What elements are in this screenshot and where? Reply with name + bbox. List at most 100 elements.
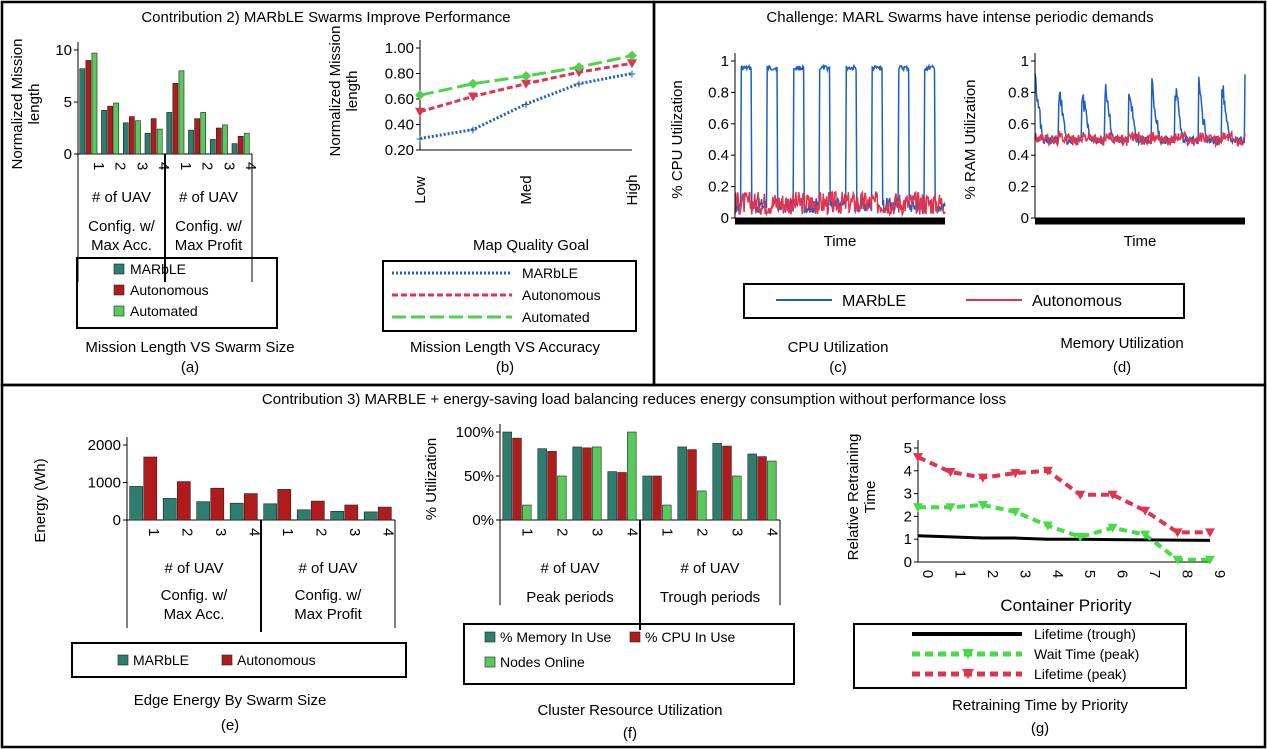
marker-lifetime-peak- bbox=[913, 453, 923, 463]
line-lifetime-peak- bbox=[917, 455, 1210, 535]
caption-a-title: Mission Length VS Swarm Size bbox=[85, 339, 294, 356]
marker-autonomous bbox=[521, 79, 531, 89]
y-axis-label: % CPU Utilization bbox=[669, 80, 686, 198]
caption-g-label: (g) bbox=[1031, 720, 1049, 737]
title-bottom: Contribution 3) MARBLE + energy-saving l… bbox=[262, 391, 1006, 408]
group-label: Peak periods bbox=[526, 589, 614, 606]
bar-nodes-online bbox=[627, 431, 637, 521]
y-tick-label: 0.8 bbox=[1008, 84, 1029, 101]
bar-nodes-online bbox=[697, 490, 707, 521]
group-sublabel: # of UAV bbox=[299, 560, 358, 577]
legend-label: Lifetime (trough) bbox=[1034, 626, 1136, 642]
bar--memory-in-use bbox=[642, 475, 652, 521]
y-tick-label: 0 bbox=[721, 210, 729, 227]
y-tick-label: 3 bbox=[904, 486, 912, 503]
x-axis-label: Time bbox=[1124, 233, 1157, 250]
bar-autonomous bbox=[216, 127, 222, 155]
y-tick-label: 2 bbox=[904, 508, 912, 525]
caption-g-title: Retraining Time by Priority bbox=[952, 697, 1128, 714]
legend-swatch bbox=[117, 654, 129, 666]
bar-marble bbox=[209, 139, 216, 155]
group-label: Config. w/ bbox=[295, 587, 363, 604]
bar-marble bbox=[330, 510, 345, 521]
marker-automated bbox=[521, 71, 531, 82]
y-axis-label: length bbox=[344, 71, 361, 112]
marker-autonomous bbox=[468, 92, 478, 102]
x-axis-label: Container Priority bbox=[1000, 596, 1132, 615]
bar-autonomous bbox=[172, 82, 179, 155]
legend-marker bbox=[962, 669, 974, 679]
legend-label: % Memory In Use bbox=[500, 629, 611, 645]
marker-lifetime-peak- bbox=[1205, 528, 1215, 538]
y-tick-label: 0.6 bbox=[708, 116, 729, 133]
chart-e: 0 1000 2000 1 2 3 4 1 2 3 4 # of UAV Config. w/Max A… bbox=[32, 437, 407, 678]
caption-f-title: Cluster Resource Utilization bbox=[537, 702, 722, 719]
y-tick-label: 1 bbox=[904, 531, 912, 548]
group-label: Max Acc. bbox=[91, 237, 152, 254]
y-tick-label: 0.4 bbox=[1008, 147, 1029, 164]
legend-label: Autonomous bbox=[522, 287, 601, 303]
group-label: Trough periods bbox=[660, 589, 760, 606]
y-axis-label: Relative Retraining bbox=[845, 434, 862, 561]
x-tick-label: 2 bbox=[199, 162, 216, 170]
bar--memory-in-use bbox=[537, 448, 547, 521]
marker-marble: + bbox=[469, 122, 477, 138]
bar-automated bbox=[113, 102, 120, 155]
bar-autonomous bbox=[310, 500, 325, 521]
y-tick-label: 0.2 bbox=[708, 179, 729, 196]
marker-lifetime-peak- bbox=[1172, 528, 1183, 538]
group-label: Config. w/ bbox=[175, 218, 243, 235]
legend-swatch bbox=[113, 305, 125, 317]
bar-autonomous bbox=[243, 493, 258, 521]
bar--memory-in-use bbox=[712, 443, 722, 521]
bar-marble bbox=[296, 509, 311, 521]
x-tick-label: 1 bbox=[519, 528, 536, 536]
bar--memory-in-use bbox=[747, 453, 757, 521]
caption-c-title: CPU Utilization bbox=[788, 339, 889, 356]
x-tick-label: 2 bbox=[112, 162, 129, 170]
bar-marble bbox=[196, 501, 211, 521]
marker-lifetime-peak- bbox=[1010, 469, 1021, 479]
x-tick-label: 2 bbox=[554, 528, 571, 536]
caption-d-title: Memory Utilization bbox=[1060, 335, 1183, 352]
bar-automated bbox=[178, 70, 185, 155]
marker-wait-time-peak- bbox=[1010, 507, 1021, 517]
y-tick-label: 10 bbox=[55, 42, 72, 59]
x-tick-label: 3 bbox=[1016, 570, 1033, 578]
bar-nodes-online bbox=[522, 504, 532, 521]
bar--memory-in-use bbox=[607, 471, 617, 521]
bar-nodes-online bbox=[732, 475, 742, 521]
marker-lifetime-peak- bbox=[977, 473, 988, 483]
marker-lifetime-peak- bbox=[945, 467, 956, 477]
x-tick-label: 0 bbox=[919, 570, 936, 578]
y-tick-label: 0.8 bbox=[708, 84, 729, 101]
legend-swatch bbox=[221, 654, 233, 666]
legend-label: MARbLE bbox=[842, 293, 906, 310]
line-marble bbox=[1034, 73, 1246, 147]
legend-box bbox=[76, 257, 278, 329]
chart-g: 0 1 2 3 4 5 Relative Retraining Time 0 1 2 3 4 5 6 7 8 9 C… bbox=[845, 434, 1228, 689]
marker-wait-time-peak- bbox=[977, 501, 988, 510]
legend-swatch bbox=[113, 284, 125, 296]
y-axis-label: Time bbox=[862, 481, 879, 514]
x-tick-label: 3 bbox=[589, 528, 606, 536]
legend-swatch bbox=[629, 631, 641, 643]
x-tick-label: 2 bbox=[312, 528, 329, 536]
marker-lifetime-peak- bbox=[1042, 466, 1053, 476]
line-marble bbox=[419, 72, 633, 141]
bar-marble bbox=[122, 122, 129, 155]
marker-automated bbox=[574, 62, 584, 73]
y-tick-label: 0.6 bbox=[1008, 116, 1029, 133]
group-label: Config. w/ bbox=[88, 218, 156, 235]
caption-d-label: (d) bbox=[1113, 359, 1131, 376]
caption-f-label: (f) bbox=[623, 725, 637, 742]
x-tick-label: 3 bbox=[220, 162, 237, 170]
y-tick-label: 0% bbox=[472, 512, 494, 529]
legend-label: Autonomous bbox=[237, 652, 316, 668]
legend-label: Autonomous bbox=[130, 282, 209, 298]
x-tick-label: 7 bbox=[1146, 570, 1163, 578]
line-lifetime-trough- bbox=[917, 534, 1211, 542]
legend-swatch bbox=[484, 631, 496, 643]
